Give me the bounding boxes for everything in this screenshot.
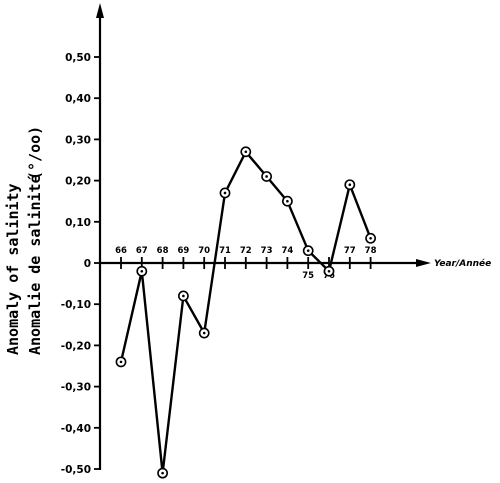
y-axis-arrowhead [96,3,104,18]
data-point-dot [306,249,310,252]
data-point-dot [244,150,248,154]
x-tick-label: 69 [177,246,189,256]
x-tick-label: 70 [198,246,210,256]
x-tick-label: 77 [344,246,356,256]
x-tick-label: 78 [365,246,377,256]
data-point-dot [369,236,372,240]
data-point-dot [119,360,123,364]
data-point-dot [161,471,164,475]
y-tick-label: -0,20 [61,340,91,352]
x-tick-label: 73 [261,246,273,256]
x-axis-arrowhead [416,259,431,267]
y-axis-title-english: Anomaly of salinity [4,183,22,355]
data-point-dot [140,269,144,273]
x-tick-label: 68 [157,246,169,256]
data-point-dot [223,191,227,195]
data-point-dot [202,331,206,335]
data-point-dot [182,294,185,298]
data-point-dot [286,199,289,203]
y-tick-label: -0,40 [61,423,91,435]
y-ticks: 0,50 0,40 0,30 0,20 0,10 0 -0,10 -0,20 -0,30 -0,4… [61,52,100,476]
y-axis-unit-group: (°/oo) [26,126,44,180]
y-axis-unit: (°/oo) [26,126,44,180]
x-tick-label: 67 [136,246,148,256]
data-point-dot [348,183,352,187]
y-tick-label: -0,10 [61,299,91,311]
x-axis-title: Year/Année [434,258,491,269]
x-tick-label: 71 [219,246,231,256]
y-tick-label: 0,50 [65,52,91,64]
y-tick-label: 0 [84,258,91,270]
series-line [119,149,372,474]
x-tick-label: 74 [281,246,293,256]
y-tick-label: 0,40 [65,93,91,105]
data-points [115,146,376,479]
x-tick-label: 75 [302,271,314,281]
y-tick-label: -0,50 [61,464,91,476]
y-tick-label: -0,30 [61,382,91,394]
y-axis-title-french: Anomalie de salinité [26,174,44,355]
y-axis-title-french-group: Anomalie de salinité [26,174,44,355]
y-axis-title: Anomaly of salinity [4,183,22,355]
x-tick-label: 72 [240,246,252,256]
y-tick-label: 0,30 [65,134,91,146]
x-tick-label: 66 [115,246,127,256]
data-point-dot [327,269,331,273]
data-point-dot [265,175,268,178]
y-tick-label: 0,10 [65,217,91,229]
y-tick-label: 0,20 [65,176,91,188]
